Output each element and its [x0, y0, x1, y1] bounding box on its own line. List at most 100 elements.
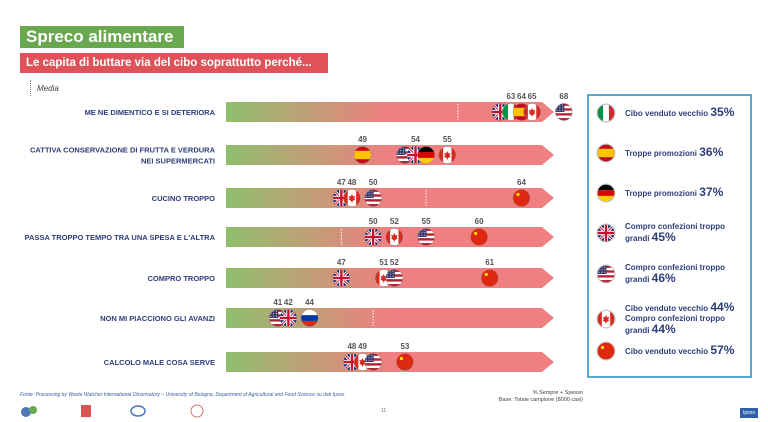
panel-item-text: Troppe promozioni 37% [625, 186, 723, 199]
panel-item-cn: Cibo venduto vecchio 57% [597, 342, 747, 360]
panel-reason: Compro confezioni troppo grandi [625, 314, 725, 335]
ca-flag-icon [438, 146, 457, 164]
category-label: NEI SUPERMERCATI [141, 157, 215, 166]
category-label: ME NE DIMENTICO E SI DETERIORA [85, 108, 216, 117]
panel-item-de: Troppe promozioni 37% [597, 184, 747, 202]
value-label: 47 [337, 178, 346, 187]
panel-percent: 36% [699, 145, 724, 159]
page-number: 11 [381, 408, 387, 414]
panel-reason: Troppe promozioni [625, 189, 700, 198]
media-legend-label: Media [37, 84, 59, 93]
category-label: CUCINO TROPPO [152, 194, 216, 203]
value-label: 55 [422, 217, 431, 226]
panel-percent: 57% [710, 343, 735, 357]
us-flag-icon [555, 103, 573, 121]
unibo-logo [80, 404, 92, 418]
page-title: Spreco alimentare [20, 26, 184, 48]
category-bar [226, 102, 554, 122]
ru-flag-icon [300, 309, 319, 327]
value-label: 68 [559, 92, 568, 101]
value-label: 44 [305, 298, 314, 307]
value-label: 49 [358, 342, 367, 351]
panel-reason: Cibo venduto vecchio [625, 347, 711, 356]
cn-flag-icon [396, 353, 414, 371]
es-flag-icon [597, 144, 615, 162]
cn-flag-icon [470, 228, 488, 246]
panel-item-text: Cibo venduto vecchio 44% Compro confezion… [625, 300, 747, 336]
es-flag-icon [353, 146, 372, 164]
value-label: 60 [475, 217, 484, 226]
panel-percent: 44% [651, 322, 676, 336]
category-label: NON MI PIACCIONO GLI AVANZI [100, 314, 215, 323]
uk-flag-icon [279, 309, 298, 327]
panel-item-ca: Cibo venduto vecchio 44% Compro confezion… [597, 300, 747, 336]
observatory-logo [130, 404, 146, 418]
value-label: 42 [284, 298, 293, 307]
category-bar [226, 352, 554, 372]
value-label: 48 [347, 178, 356, 187]
panel-percent: 46% [651, 271, 676, 285]
us-flag-icon [269, 309, 287, 327]
value-label: 54 [411, 135, 420, 144]
cn-flag-icon [480, 269, 499, 287]
sample-note: % Sempre + Spesso Base: Totale campione … [499, 390, 583, 404]
us-flag-icon [364, 353, 382, 371]
ca-flag-icon [343, 189, 361, 207]
panel-item-text: Cibo venduto vecchio 35% [625, 105, 735, 119]
panel-percent: 44% [710, 300, 735, 314]
university-seal-logo [190, 404, 204, 418]
panel-item-us: Compro confezioni troppo grandi 46% [597, 263, 747, 285]
panel-item-text: Compro confezioni troppo grandi 45% [625, 222, 747, 244]
it-flag-icon [597, 104, 615, 122]
category-bar [226, 145, 554, 165]
panel-item-uk: Compro confezioni troppo grandi 45% [597, 222, 747, 244]
value-label: 63 [506, 92, 515, 101]
value-label: 48 [347, 342, 356, 351]
value-label: 41 [273, 298, 282, 307]
panel-reason: Compro confezioni troppo grandi [625, 222, 725, 243]
value-label: 51 [379, 258, 388, 267]
de-flag-icon [597, 184, 615, 202]
cn-flag-icon [512, 189, 531, 207]
cn-flag-icon [597, 342, 615, 360]
value-label: 65 [528, 92, 537, 101]
panel-percent: 45% [651, 230, 676, 244]
category-label: PASSA TROPPO TEMPO TRA UNA SPESA E L'ALT… [25, 233, 216, 242]
note-line-1: % Sempre + Spesso [532, 390, 583, 396]
waste-watcher-logo [20, 404, 38, 418]
us-flag-icon [385, 269, 404, 287]
value-label: 52 [390, 217, 399, 226]
category-label: COMPRO TROPPO [147, 274, 215, 283]
value-label: 61 [485, 258, 494, 267]
value-label: 55 [443, 135, 452, 144]
panel-reason: Cibo venduto vecchio [625, 304, 711, 313]
value-label: 52 [390, 258, 399, 267]
source-note: Fonte: Processing by Waste Watcher Inter… [20, 392, 345, 398]
country-highlights-panel: Cibo venduto vecchio 35% Troppe promozion… [587, 94, 752, 378]
panel-item-text: Troppe promozioni 36% [625, 145, 724, 159]
uk-flag-icon [332, 269, 351, 287]
category-bar [226, 188, 554, 208]
uk-flag-icon [597, 224, 615, 242]
category-label: CALCOLO MALE COSA SERVE [104, 358, 215, 367]
ca-flag-icon [597, 310, 615, 328]
value-label: 64 [517, 92, 526, 101]
panel-item-text: Compro confezioni troppo grandi 46% [625, 263, 747, 285]
ca-flag-icon [385, 228, 404, 246]
panel-percent: 35% [710, 105, 735, 119]
us-flag-icon [364, 189, 382, 207]
value-label: 53 [400, 342, 409, 351]
panel-item-text: Cibo venduto vecchio 57% [625, 343, 735, 357]
note-line-2: Base: Totale campione (8000 casi) [498, 397, 583, 403]
category-label: CATTIVA CONSERVAZIONE DI FRUTTA E VERDUR… [30, 146, 216, 155]
panel-reason: Compro confezioni troppo grandi [625, 263, 725, 284]
value-label: 49 [358, 135, 367, 144]
value-label: 47 [337, 258, 346, 267]
ipsos-logo: Ipsos [740, 408, 758, 418]
value-label: 64 [517, 178, 526, 187]
panel-reason: Cibo venduto vecchio [625, 109, 711, 118]
panel-item-es: Troppe promozioni 36% [597, 144, 747, 162]
de-flag-icon [417, 146, 435, 164]
media-legend-marker [30, 80, 31, 96]
